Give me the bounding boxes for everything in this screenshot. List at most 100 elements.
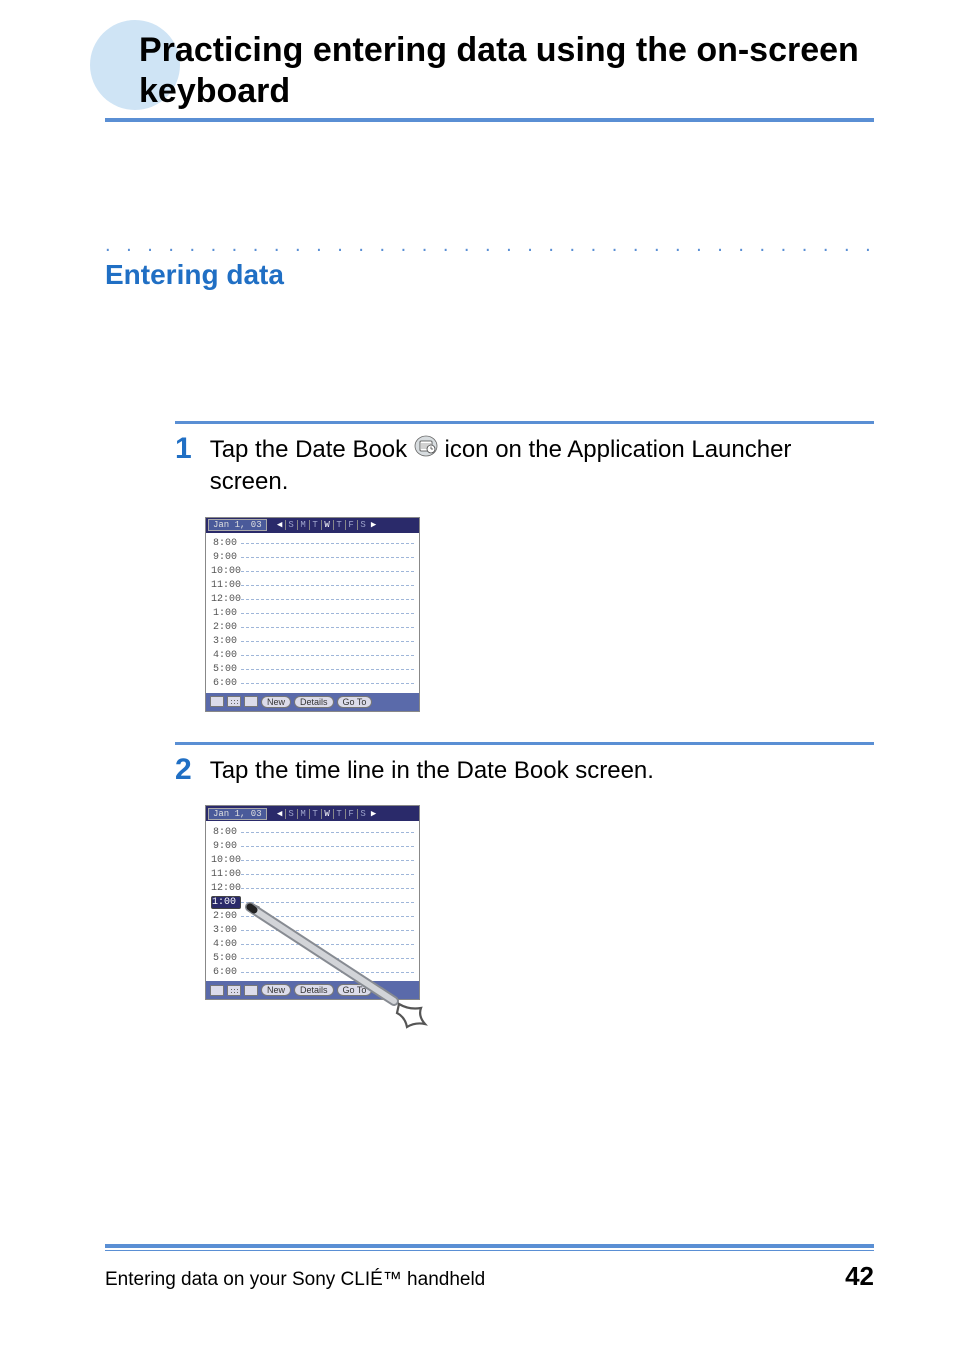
time-slot: 11:00 xyxy=(211,867,414,881)
time-slot: 8:00 xyxy=(211,537,414,551)
date-book-screenshot-2: Jan 1, 03 ◀ S M T W T F S ▶ 8:00 9:00 10… xyxy=(205,805,420,1000)
day-cell: T xyxy=(333,520,345,530)
page-number: 42 xyxy=(845,1261,874,1292)
slot-time: 5:00 xyxy=(211,664,241,675)
slot-time: 8:00 xyxy=(211,827,241,838)
step-separator xyxy=(175,421,874,424)
time-slot: 1:00 xyxy=(211,895,414,909)
menu-icon xyxy=(210,985,224,996)
time-slot: 2:00 xyxy=(211,909,414,923)
screen-body: 8:00 9:00 10:00 11:00 12:00 1:00 2:00 3:… xyxy=(206,821,419,981)
page-footer: Entering data on your Sony CLIÉ™ handhel… xyxy=(105,1244,874,1292)
step-1-text: Tap the Date Book icon on the Applicatio… xyxy=(210,434,874,499)
slot-time: 1:00 xyxy=(211,608,241,619)
slot-time: 12:00 xyxy=(211,883,241,894)
slot-line xyxy=(241,543,414,544)
slot-line xyxy=(241,874,414,875)
details-button: Details xyxy=(294,984,334,996)
page-title: Practicing entering data using the on-sc… xyxy=(105,30,874,112)
slot-line xyxy=(241,669,414,670)
day-cell: S xyxy=(285,809,297,819)
slot-line xyxy=(241,930,414,931)
date-book-screenshot-1: Jan 1, 03 ◀ S M T W T F S ▶ 8:00 9:00 10… xyxy=(205,517,420,712)
slot-time: 6:00 xyxy=(211,678,241,689)
time-slot: 9:00 xyxy=(211,551,414,565)
time-slot: 3:00 xyxy=(211,635,414,649)
day-cell: S xyxy=(357,809,369,819)
slot-time: 4:00 xyxy=(211,650,241,661)
slot-line xyxy=(241,557,414,558)
screen-header: Jan 1, 03 ◀ S M T W T F S ▶ xyxy=(206,518,419,533)
slot-time: 3:00 xyxy=(211,925,241,936)
time-slot: 2:00 xyxy=(211,621,414,635)
icon xyxy=(244,696,258,707)
footer-rule-thick xyxy=(105,1244,874,1248)
time-slot: 4:00 xyxy=(211,649,414,663)
day-cell: S xyxy=(357,520,369,530)
slot-line xyxy=(241,902,414,903)
goto-button: Go To xyxy=(337,984,373,996)
day-cell: T xyxy=(333,809,345,819)
step-2: 2 Tap the time line in the Date Book scr… xyxy=(175,755,874,787)
day-cell: S xyxy=(285,520,297,530)
icon xyxy=(244,985,258,996)
time-slot: 4:00 xyxy=(211,937,414,951)
step-number: 1 xyxy=(175,434,192,499)
day-cell: F xyxy=(345,809,357,819)
slot-time: 9:00 xyxy=(211,841,241,852)
prev-week-icon: ◀ xyxy=(275,809,285,819)
slot-time: 9:00 xyxy=(211,552,241,563)
new-button: New xyxy=(261,984,291,996)
screen-header: Jan 1, 03 ◀ S M T W T F S ▶ xyxy=(206,806,419,821)
slot-line xyxy=(241,888,414,889)
slot-time: 2:00 xyxy=(211,622,241,633)
title-rule xyxy=(105,118,874,122)
slot-line xyxy=(241,958,414,959)
slot-line xyxy=(241,571,414,572)
slot-time: 10:00 xyxy=(211,855,241,866)
day-cell: W xyxy=(321,520,333,530)
slot-line xyxy=(241,916,414,917)
slot-line xyxy=(241,585,414,586)
day-cell: F xyxy=(345,520,357,530)
keyboard-icon xyxy=(227,985,241,996)
time-slot: 11:00 xyxy=(211,579,414,593)
slot-line xyxy=(241,944,414,945)
slot-line xyxy=(241,655,414,656)
footer-rule-thin xyxy=(105,1250,874,1251)
time-slot: 5:00 xyxy=(211,951,414,965)
slot-line xyxy=(241,627,414,628)
footer-section-label: Entering data on your Sony CLIÉ™ handhel… xyxy=(105,1269,485,1291)
day-cell: M xyxy=(297,809,309,819)
screen-footer: New Details Go To xyxy=(206,981,419,999)
slot-time: 11:00 xyxy=(211,580,241,591)
time-slot: 6:00 xyxy=(211,965,414,979)
slot-time: 10:00 xyxy=(211,566,241,577)
menu-icon xyxy=(210,696,224,707)
screen-date-label: Jan 1, 03 xyxy=(208,519,267,531)
slot-line xyxy=(241,683,414,684)
text-fragment: Tap the Date Book xyxy=(210,436,414,463)
time-slot: 8:00 xyxy=(211,825,414,839)
slot-time: 6:00 xyxy=(211,967,241,978)
new-button: New xyxy=(261,696,291,708)
day-cell: W xyxy=(321,809,333,819)
slot-time: 11:00 xyxy=(211,869,241,880)
slot-line xyxy=(241,860,414,861)
slot-line xyxy=(241,599,414,600)
details-button: Details xyxy=(294,696,334,708)
time-slot: 6:00 xyxy=(211,677,414,691)
day-cell: T xyxy=(309,809,321,819)
slot-time: 8:00 xyxy=(211,538,241,549)
title-block: Practicing entering data using the on-sc… xyxy=(105,0,874,134)
goto-button: Go To xyxy=(337,696,373,708)
time-slot: 10:00 xyxy=(211,853,414,867)
step-separator xyxy=(175,742,874,745)
slot-time: 12:00 xyxy=(211,594,241,605)
screen-date-label: Jan 1, 03 xyxy=(208,808,267,820)
step-number: 2 xyxy=(175,755,192,787)
time-slot: 1:00 xyxy=(211,607,414,621)
slot-line xyxy=(241,832,414,833)
time-slot: 3:00 xyxy=(211,923,414,937)
section-dots: . . . . . . . . . . . . . . . . . . . . … xyxy=(105,234,874,257)
